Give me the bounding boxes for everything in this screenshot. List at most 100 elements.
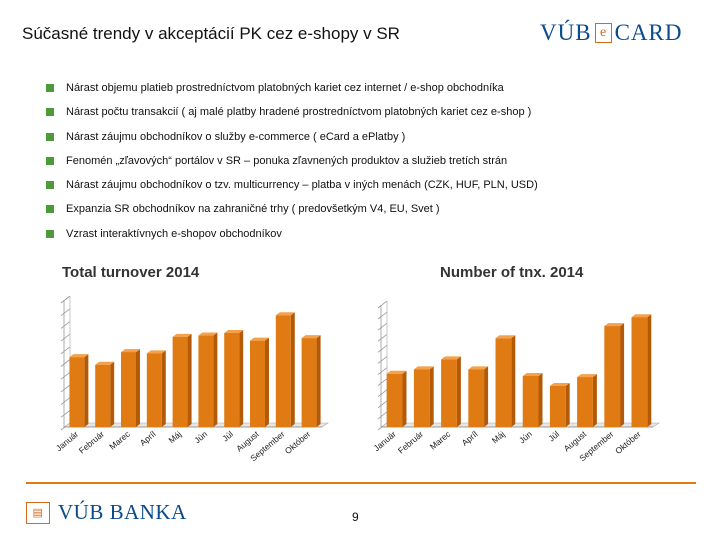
y-tick-mark bbox=[60, 333, 71, 342]
bullet-text: Fenomén „zľavových“ portálov v SR – ponu… bbox=[66, 154, 508, 167]
y-tick-mark bbox=[60, 359, 71, 367]
y-tick-mark bbox=[377, 333, 388, 342]
bar-top bbox=[198, 332, 218, 336]
bar bbox=[495, 338, 512, 427]
bar-top bbox=[495, 335, 516, 339]
bullet-item: Nárast objemu platieb prostredníctvom pl… bbox=[46, 78, 538, 102]
bullet-text: Nárast záujmu obchodníkov o tzv. multicu… bbox=[66, 179, 538, 192]
bar-side bbox=[484, 366, 489, 427]
bar bbox=[549, 385, 566, 427]
y-tick-mark bbox=[60, 295, 71, 304]
bar-side bbox=[647, 314, 652, 427]
bullet-item: Nárast počtu transakcií ( aj malé platby… bbox=[46, 102, 538, 126]
bar bbox=[198, 335, 214, 427]
bullet-square-icon bbox=[46, 156, 54, 165]
y-tick-mark bbox=[60, 384, 71, 393]
y-tick-mark bbox=[377, 411, 388, 420]
x-tick-label: Február bbox=[77, 429, 106, 456]
bar-top bbox=[301, 335, 321, 339]
logo-part-card: CARD bbox=[614, 20, 683, 45]
logo-part-vub: VÚB bbox=[540, 20, 592, 45]
bullet-square-icon bbox=[46, 132, 54, 141]
bullet-square-icon bbox=[46, 181, 54, 190]
x-tick-label: Január bbox=[372, 429, 398, 453]
y-tick-mark bbox=[377, 311, 388, 320]
bullet-item: Nárast záujmu obchodníkov o tzv. multicu… bbox=[46, 175, 538, 199]
x-tick-label: Marec bbox=[107, 428, 132, 451]
x-tick-label: Marec bbox=[428, 428, 453, 451]
bar bbox=[577, 377, 593, 427]
y-tick-mark bbox=[377, 356, 388, 364]
bullet-item: Vzrast interaktívnych e-shopov obchodník… bbox=[46, 224, 538, 248]
y-tick-mark bbox=[60, 346, 71, 355]
y-tick-mark bbox=[377, 300, 388, 309]
bullet-text: Vzrast interaktívnych e-shopov obchodník… bbox=[66, 227, 282, 240]
bar-side bbox=[565, 382, 570, 427]
bar bbox=[224, 333, 240, 427]
bar-side bbox=[456, 356, 461, 427]
ecard-e-icon: e bbox=[594, 23, 612, 43]
bar-side bbox=[316, 335, 321, 427]
bullet-text: Expanzia SR obchodníkov na zahraničné tr… bbox=[66, 203, 440, 216]
x-tick-label: Apríl bbox=[138, 429, 158, 448]
bar-top bbox=[69, 354, 89, 358]
x-tick-label: Január bbox=[54, 429, 80, 453]
bullet-square-icon bbox=[46, 229, 54, 238]
bullet-item: Fenomén „zľavových“ portálov v SR – ponu… bbox=[46, 151, 538, 175]
y-tick-mark bbox=[60, 397, 71, 405]
bar-side bbox=[264, 337, 269, 427]
bar-side bbox=[592, 374, 597, 427]
bar bbox=[468, 369, 485, 427]
bullet-item: Expanzia SR obchodníkov na zahraničné tr… bbox=[46, 199, 538, 223]
bullet-list: Nárast objemu platieb prostredníctvom pl… bbox=[46, 78, 538, 248]
bar-top bbox=[224, 330, 244, 334]
bar-side bbox=[429, 366, 434, 427]
y-tick-mark bbox=[377, 322, 388, 331]
y-tick-mark bbox=[60, 321, 71, 329]
bar-side bbox=[135, 349, 140, 427]
bar-top bbox=[95, 361, 115, 365]
slide-title: Súčasné trendy v akceptácií PK cez e-sho… bbox=[22, 24, 400, 43]
y-tick-mark bbox=[377, 345, 388, 353]
footer-divider bbox=[26, 482, 696, 484]
y-tick-mark bbox=[377, 389, 388, 398]
bar bbox=[250, 340, 265, 427]
y-tick-mark bbox=[377, 400, 388, 409]
chart-title: Number of tnx. 2014 bbox=[440, 264, 584, 281]
bar-top bbox=[413, 366, 434, 370]
bar-top bbox=[250, 337, 269, 341]
bar bbox=[69, 357, 85, 427]
bullet-item: Nárast záujmu obchodníkov o služby e-com… bbox=[46, 127, 538, 151]
bullet-text: Nárast záujmu obchodníkov o služby e-com… bbox=[66, 130, 406, 143]
bullet-text: Nárast objemu platieb prostredníctvom pl… bbox=[66, 82, 504, 94]
y-tick-mark bbox=[377, 378, 388, 386]
y-tick-mark bbox=[60, 371, 71, 380]
bar-side bbox=[620, 323, 625, 427]
bullet-square-icon bbox=[46, 84, 54, 92]
x-tick-label: Február bbox=[396, 429, 425, 456]
bar-side bbox=[213, 332, 218, 427]
x-tick-label: Jún bbox=[192, 429, 209, 446]
bullet-square-icon bbox=[46, 205, 54, 214]
y-tick-mark bbox=[377, 367, 388, 375]
bar-top bbox=[172, 333, 192, 337]
x-tick-label: Júl bbox=[546, 429, 561, 444]
bar-top bbox=[386, 370, 407, 374]
bar bbox=[631, 317, 648, 427]
x-tick-label: Apríl bbox=[460, 429, 480, 448]
bar bbox=[301, 338, 317, 427]
vub-banka-text: VÚB BANKA bbox=[58, 500, 187, 524]
bar-top bbox=[121, 349, 140, 353]
bar-side bbox=[511, 335, 516, 427]
bar-top bbox=[275, 312, 295, 316]
bar bbox=[121, 352, 136, 427]
bar-side bbox=[161, 350, 166, 427]
bar-side bbox=[290, 312, 295, 427]
bar bbox=[95, 364, 111, 427]
vub-banka-logo: ▤ VÚB BANKA bbox=[26, 500, 187, 525]
y-tick-mark bbox=[60, 409, 71, 418]
bar bbox=[522, 375, 539, 427]
bar-side bbox=[538, 372, 543, 427]
vub-building-icon: ▤ bbox=[26, 501, 50, 524]
